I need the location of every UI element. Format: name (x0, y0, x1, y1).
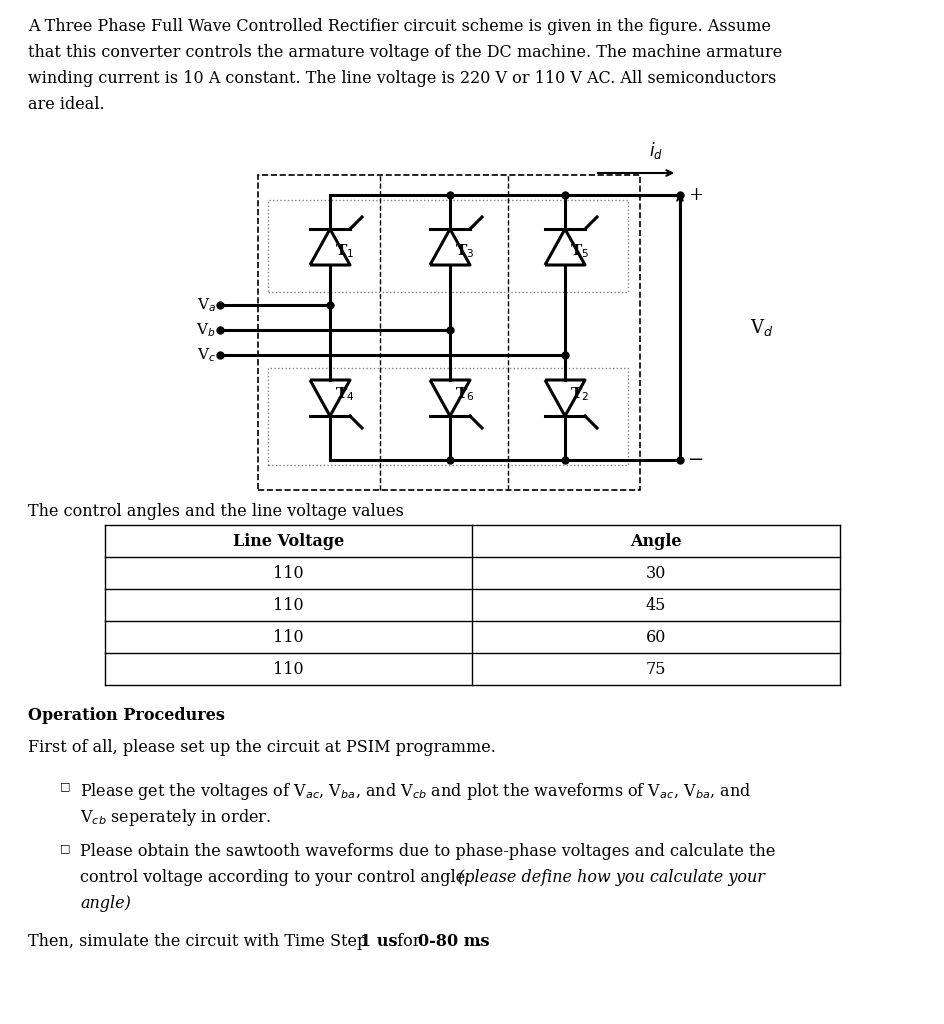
Text: angle): angle) (80, 895, 130, 912)
Bar (268, 200, 628, 292)
Text: T$_5$: T$_5$ (569, 242, 589, 260)
Text: for: for (392, 933, 425, 950)
Text: 110: 110 (273, 597, 303, 613)
Text: V$_{cb}$ seperately in order.: V$_{cb}$ seperately in order. (80, 807, 271, 828)
Text: □: □ (59, 843, 71, 853)
Text: T$_1$: T$_1$ (334, 242, 354, 260)
Text: Please obtain the sawtooth waveforms due to phase-phase voltages and calculate t: Please obtain the sawtooth waveforms due… (80, 843, 775, 860)
Text: Operation Procedures: Operation Procedures (28, 707, 225, 724)
Text: T$_3$: T$_3$ (454, 242, 474, 260)
Text: 75: 75 (645, 660, 666, 678)
Text: 110: 110 (273, 564, 303, 582)
Bar (268, 368, 628, 465)
Text: V$_a$: V$_a$ (196, 296, 216, 313)
Text: A Three Phase Full Wave Controlled Rectifier circuit scheme is given in the figu: A Three Phase Full Wave Controlled Recti… (28, 18, 770, 35)
Text: $i_d$: $i_d$ (649, 140, 663, 161)
Text: that this converter controls the armature voltage of the DC machine. The machine: that this converter controls the armatur… (28, 44, 782, 61)
Text: +: + (687, 186, 702, 204)
Text: 110: 110 (273, 629, 303, 645)
Text: are ideal.: are ideal. (28, 96, 105, 113)
Bar (258, 175, 639, 490)
Text: V$_b$: V$_b$ (196, 322, 216, 339)
Text: First of all, please set up the circuit at PSIM programme.: First of all, please set up the circuit … (28, 739, 496, 756)
Text: V$_d$: V$_d$ (750, 316, 772, 338)
Text: −: − (687, 451, 703, 469)
Text: Please get the voltages of V$_{ac}$, V$_{ba}$, and V$_{cb}$ and plot the wavefor: Please get the voltages of V$_{ac}$, V$_… (80, 781, 750, 802)
Text: 45: 45 (645, 597, 666, 613)
Text: V$_c$: V$_c$ (196, 346, 216, 364)
Text: (please define how you calculate your: (please define how you calculate your (458, 869, 764, 886)
Text: T$_6$: T$_6$ (454, 385, 474, 402)
Text: Angle: Angle (630, 532, 681, 550)
Text: 1 us: 1 us (360, 933, 397, 950)
Text: 0-80 ms: 0-80 ms (417, 933, 489, 950)
Text: Line Voltage: Line Voltage (232, 532, 344, 550)
Text: Then, simulate the circuit with Time Step: Then, simulate the circuit with Time Ste… (28, 933, 372, 950)
Text: .: . (476, 933, 480, 950)
Text: 110: 110 (273, 660, 303, 678)
Text: control voltage according to your control angle.: control voltage according to your contro… (80, 869, 475, 886)
Text: □: □ (59, 781, 71, 791)
Text: T$_2$: T$_2$ (569, 385, 588, 402)
Text: winding current is 10 A constant. The line voltage is 220 V or 110 V AC. All sem: winding current is 10 A constant. The li… (28, 70, 776, 87)
Text: 30: 30 (645, 564, 666, 582)
Text: The control angles and the line voltage values: The control angles and the line voltage … (28, 503, 403, 520)
Text: 60: 60 (645, 629, 666, 645)
Text: T$_4$: T$_4$ (334, 385, 354, 402)
